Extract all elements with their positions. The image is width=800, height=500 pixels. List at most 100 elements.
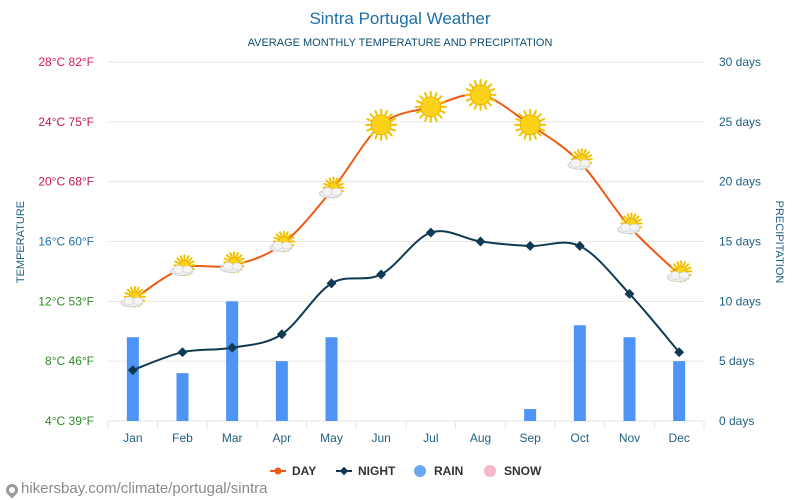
legend-label: NIGHT	[358, 464, 396, 478]
sun-ray	[676, 261, 680, 267]
month-label: Oct	[570, 431, 589, 445]
partly-cloudy-icon	[617, 212, 643, 235]
sun-disc	[470, 84, 491, 106]
sun-ray	[673, 263, 678, 269]
sun-ray	[139, 292, 146, 296]
cloud-shape	[629, 223, 640, 232]
sun-ray	[623, 215, 629, 221]
sun-ray	[518, 131, 524, 137]
sun-icon	[514, 108, 547, 141]
day-line	[132, 93, 680, 301]
sun-ray	[130, 286, 134, 293]
right-tick-label: 25 days	[719, 115, 761, 129]
month-label: Nov	[619, 431, 640, 445]
sun-ray	[539, 128, 546, 132]
legend-item-snow: SNOW	[484, 464, 542, 478]
left-tick-label: 28°C 82°F	[38, 55, 94, 69]
legend-label: SNOW	[504, 464, 542, 478]
cloud-shape	[579, 159, 591, 168]
cloud-shape	[182, 265, 193, 274]
month-label: Feb	[172, 431, 193, 445]
legend-item-rain: RAIN	[414, 464, 463, 478]
partly-cloudy-icon	[666, 260, 693, 283]
sun-ray	[226, 254, 231, 260]
cloud-shape	[231, 262, 243, 271]
rain-bar	[226, 301, 239, 421]
sun-ray	[174, 260, 180, 265]
sun-ray	[387, 113, 393, 119]
sun-ray	[415, 100, 422, 104]
cloud-shape	[322, 187, 333, 196]
rain-bar	[623, 337, 636, 421]
legend-item-night: NIGHT	[336, 464, 396, 478]
sun-ray	[238, 257, 245, 262]
sun-ray	[473, 104, 478, 110]
sun-ray	[586, 154, 593, 158]
cloud-shape	[173, 265, 184, 274]
chart-subtitle: AVERAGE MONTHLY TEMPERATURE AND PRECIPIT…	[248, 37, 553, 49]
sun-icon	[464, 78, 497, 111]
legend: DAY NIGHT RAIN SNOW	[270, 464, 542, 478]
left-tick-label: 8°C 46°F	[45, 354, 94, 368]
partly-cloudy-icon	[319, 176, 345, 199]
night-point	[475, 236, 486, 247]
night-point	[525, 241, 536, 251]
grid-lines	[107, 61, 705, 429]
sun-ray	[288, 236, 295, 241]
sun-ray	[415, 110, 422, 114]
sun-ray	[366, 118, 373, 122]
right-tick-label: 20 days	[719, 175, 761, 189]
left-tick-label: 12°C 53°F	[38, 294, 94, 308]
sun-disc	[519, 114, 541, 136]
cloud-shape	[620, 223, 631, 232]
sun-ray	[336, 179, 342, 185]
sun-ray	[621, 218, 627, 223]
sun-icon	[414, 90, 447, 123]
sun-ray	[390, 128, 397, 132]
sun-ray	[515, 128, 522, 132]
sun-ray	[634, 215, 640, 221]
sun-ray	[185, 255, 190, 261]
month-labels: Jan Feb Mar Apr May Jun Jul Aug Sep Oct Nov Dec	[123, 431, 690, 445]
rain-bar	[275, 361, 288, 421]
sun-ray	[387, 131, 393, 137]
left-axis: 4°C 39°F 8°C 46°F 12°C 53°F 16°C 60°F 20°C 6…	[38, 55, 94, 428]
sun-ray	[533, 109, 537, 116]
partly-cloudy-icon	[170, 254, 196, 277]
rain-bars	[126, 301, 686, 421]
source-watermark[interactable]: hikersbay.com/climate/portugal/sintra	[3, 480, 268, 498]
sun-ray	[632, 213, 637, 219]
sun-ray	[124, 292, 131, 296]
source-url: hikersbay.com/climate/portugal/sintra	[21, 480, 268, 497]
cloud-shape	[272, 241, 284, 250]
sun-ray	[585, 151, 590, 156]
sun-ray	[583, 148, 587, 155]
sun-ray	[437, 95, 443, 101]
night-point	[127, 365, 138, 376]
cloud-shape	[281, 241, 293, 250]
sun-ray	[229, 252, 233, 258]
sun-ray	[636, 218, 642, 223]
month-label: Jul	[423, 431, 438, 445]
sun-ray	[374, 133, 378, 140]
sun-ray	[533, 133, 537, 140]
sun-ray	[287, 233, 292, 239]
month-label: Apr	[272, 431, 291, 445]
sun-ray	[626, 213, 631, 219]
sun-ray	[235, 252, 239, 258]
sun-ray	[682, 261, 686, 267]
left-tick-label: 16°C 60°F	[38, 235, 94, 249]
sun-ray	[487, 83, 493, 89]
sun-ray	[384, 109, 388, 116]
legend-item-day: DAY	[270, 464, 316, 478]
sun-ray	[465, 98, 472, 102]
sun-ray	[489, 88, 496, 92]
month-label: Mar	[222, 431, 243, 445]
right-tick-label: 30 days	[719, 55, 761, 69]
right-tick-label: 0 days	[719, 414, 754, 428]
left-axis-title: TEMPERATURE	[15, 201, 27, 283]
sun-ray	[437, 113, 443, 119]
rain-bar	[573, 325, 586, 421]
month-label: Jan	[123, 431, 142, 445]
sun-ray	[434, 92, 438, 98]
